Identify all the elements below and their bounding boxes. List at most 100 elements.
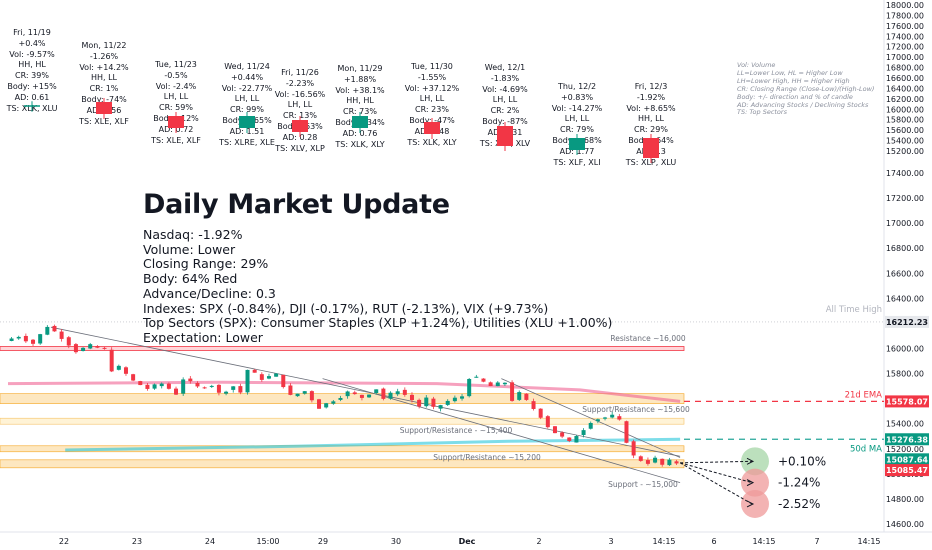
- day-hl: HH, HL: [346, 96, 374, 106]
- day-vol: Vol: +8.65%: [626, 103, 676, 113]
- scenario-label: -2.52%: [778, 497, 820, 511]
- daily-candle-body: [643, 138, 659, 158]
- candle-body: [631, 441, 636, 456]
- candle-body: [195, 382, 200, 387]
- day-ad: AD: 0.61: [14, 92, 50, 102]
- day-stats: Tue, 11/23 -0.5% Vol: -2.4% LH, LL CR: 59% Bo…: [121, 60, 231, 146]
- level-label: Support - ~15,000: [608, 480, 678, 489]
- y-tick-label: 16200.00: [886, 95, 924, 104]
- candle-body: [331, 401, 336, 404]
- daily-candle-body: [168, 116, 184, 128]
- day-body: Body: -63%: [277, 121, 323, 131]
- candle-body: [359, 394, 364, 398]
- candle-body: [281, 374, 286, 388]
- candle-body: [159, 383, 164, 387]
- market-summary: Nasdaq: -1.92% Volume: Lower Closing Range…: [143, 227, 612, 346]
- candle-body: [402, 389, 407, 395]
- price-tag-bg: [885, 395, 929, 408]
- day-hl: LH, LL: [234, 94, 260, 104]
- day-ts: TS: XLE, XLF: [151, 135, 201, 145]
- day-vol: Vol: -9.57%: [9, 49, 55, 59]
- y-tick-label: 16400.00: [886, 294, 924, 303]
- day-change: -1.83%: [490, 73, 520, 83]
- candle-body: [31, 339, 36, 344]
- candle-body: [317, 399, 322, 409]
- y-tick-label: 17200.00: [886, 43, 924, 52]
- y-tick-label: 17200.00: [886, 194, 924, 203]
- candle-body: [531, 401, 536, 409]
- scenario-arrow: [680, 460, 753, 464]
- day-cr: CR: 2%: [490, 106, 520, 116]
- x-tick-label: 30: [391, 537, 401, 546]
- y-tick-label: 17000.00: [886, 219, 924, 228]
- candle-body: [259, 374, 264, 380]
- candle-body: [409, 394, 414, 401]
- candle-body: [188, 378, 193, 382]
- candle-body: [574, 436, 579, 443]
- x-tick-label: 6: [711, 537, 716, 546]
- candle-body: [338, 397, 343, 400]
- candle-body: [481, 378, 486, 382]
- day-ad: AD: 1.51: [229, 126, 265, 136]
- candle-body: [552, 426, 557, 434]
- day-change: -1.92%: [636, 92, 666, 102]
- price-note: 50d MA: [850, 444, 882, 454]
- day-ad: AD: 0.56: [86, 105, 122, 115]
- candle-body: [538, 408, 543, 418]
- daily-candle-body: [424, 122, 440, 134]
- x-tick-label: 7: [814, 537, 819, 546]
- x-tick-label: 23: [132, 537, 142, 546]
- page-title: Daily Market Update: [143, 189, 450, 220]
- day-vol: Vol: -22.77%: [221, 83, 273, 93]
- day-date: Fri, 11/26: [281, 68, 319, 77]
- x-tick-label: 29: [318, 537, 328, 546]
- level-label: Resistance ~16,000: [610, 334, 686, 343]
- day-cr: CR: 73%: [343, 107, 377, 117]
- day-vol: Vol: -4.69%: [482, 84, 528, 94]
- day-hl: LH, LL: [163, 92, 189, 102]
- y-tick-label: 16600.00: [886, 269, 924, 278]
- candle-body: [23, 335, 28, 342]
- resistance-band: [0, 346, 685, 351]
- price-tag: 16212.23: [886, 318, 928, 327]
- day-hl: LH, LL: [287, 100, 313, 110]
- y-tick-label: 15400.00: [886, 137, 924, 146]
- level-label: Support/Resistance ~15,200: [433, 453, 541, 462]
- candle-body: [352, 392, 357, 395]
- day-ad: AD: 0.48: [414, 126, 450, 136]
- day-ad: AD: 0.76: [342, 128, 378, 138]
- candle-body: [181, 379, 186, 394]
- y-tick-label: 17000.00: [886, 53, 924, 62]
- candle-body: [610, 414, 615, 418]
- candle-body: [660, 458, 665, 465]
- day-cr: CR: 29%: [634, 125, 668, 135]
- day-stats: Mon, 11/22 -1.26% Vol: +14.2% HH, LL CR: 1% B…: [49, 41, 159, 127]
- day-hl: HH, LL: [90, 73, 118, 83]
- support-band: [0, 459, 685, 469]
- candle-body: [38, 334, 43, 344]
- day-stats: Thu, 12/2 +0.83% Vol: -14.27% LH, LL CR: 79%…: [522, 82, 632, 168]
- candle-body: [102, 347, 107, 349]
- x-tick-label: Dec: [459, 537, 476, 546]
- day-ad: AD: 0.31: [487, 127, 523, 137]
- candle-body: [202, 387, 207, 389]
- day-vol: Vol: +38.1%: [335, 85, 385, 95]
- day-date: Tue, 11/23: [155, 60, 197, 69]
- candle-body: [88, 344, 93, 349]
- day-ts: TS: XLP, XLU: [625, 157, 677, 167]
- day-date: Wed, 12/1: [484, 63, 526, 72]
- y-tick-label: 15600.00: [886, 126, 924, 135]
- day-hl: LH, LL: [419, 94, 445, 104]
- y-tick-label: 14800.00: [886, 495, 924, 504]
- scenario-label: +0.10%: [778, 454, 826, 468]
- day-ad: AD: 0.72: [158, 124, 194, 134]
- daily-candle-body: [497, 126, 513, 146]
- day-change: +1.88%: [343, 74, 377, 84]
- price-tag: 15087.64: [886, 455, 928, 464]
- candle-body: [524, 393, 529, 400]
- y-tick-label: 16600.00: [886, 74, 924, 83]
- candle-body: [488, 382, 493, 387]
- day-cr: CR: 99%: [230, 105, 264, 115]
- day-body: Body: -87%: [482, 116, 528, 126]
